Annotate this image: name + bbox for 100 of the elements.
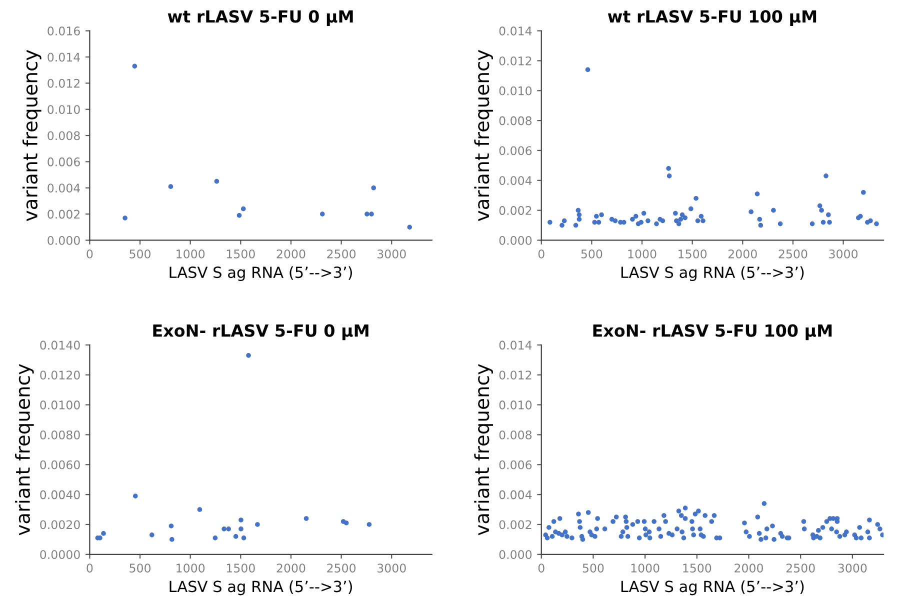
point	[826, 212, 831, 218]
x-tick-label: 1500	[226, 249, 255, 258]
y-tick-label: 0.016	[48, 26, 80, 36]
point	[320, 212, 325, 216]
x-tick-label: 3000	[838, 564, 867, 573]
point	[820, 220, 826, 225]
y-tick-label: 0.008	[48, 131, 80, 140]
x-tick-label: 0	[86, 249, 93, 258]
x-tick-label: 2000	[276, 249, 306, 258]
point	[754, 191, 760, 196]
point	[240, 206, 246, 212]
point	[817, 203, 822, 208]
x-tick-label: 500	[130, 249, 150, 258]
x-tick-label: 1000	[176, 564, 205, 573]
point	[819, 208, 824, 213]
point	[874, 221, 879, 226]
point	[612, 218, 618, 224]
y-tick-label: 0.000	[48, 236, 80, 245]
y-tick-label: 0.012	[48, 78, 80, 88]
x-tick-label: 0	[538, 564, 544, 573]
point	[585, 67, 590, 72]
y-axis-title: variant frequency	[474, 364, 493, 536]
y-tick-label: 0.014	[499, 26, 532, 36]
point	[304, 516, 309, 521]
y-tick-label: 0.0140	[40, 340, 80, 350]
x-tick-label: 3000	[377, 564, 406, 573]
point	[101, 531, 106, 536]
y-axis-title: variant frequency	[14, 364, 34, 536]
point	[592, 220, 598, 225]
x-tick-label: 1500	[683, 564, 712, 573]
point	[214, 178, 220, 184]
point	[369, 212, 374, 216]
point	[630, 216, 635, 222]
y-tick-label: 0.010	[48, 105, 80, 114]
y-tick-label: 0.010	[499, 86, 532, 96]
point	[548, 220, 552, 225]
x-tick-label: 0	[538, 249, 544, 258]
point	[641, 210, 646, 216]
point	[212, 536, 218, 540]
point	[868, 218, 873, 224]
y-tick-label: 0.006	[499, 146, 532, 156]
x-tick-label: 1000	[628, 249, 656, 258]
x-tick-label: 2000	[728, 249, 757, 258]
y-tick-label: 0.014	[48, 52, 80, 62]
point	[638, 220, 644, 225]
point	[560, 222, 564, 228]
point	[758, 222, 764, 228]
point	[676, 221, 682, 226]
point	[364, 212, 370, 216]
y-tick-label: 0.0060	[40, 460, 80, 470]
y-tick-label: 0.0000	[40, 550, 80, 560]
point	[197, 507, 202, 512]
point	[778, 221, 783, 226]
point	[366, 522, 372, 527]
x-tick-label: 500	[130, 564, 150, 573]
x-tick-label: 1000	[176, 249, 205, 258]
x-tick-label: 2500	[327, 564, 356, 573]
point	[666, 166, 671, 171]
point	[236, 212, 242, 218]
y-axis-title: variant frequency	[474, 50, 493, 222]
point	[255, 522, 260, 527]
point	[646, 218, 650, 224]
x-axis-title: LASV S ag RNA (5’-->3’)	[621, 580, 804, 596]
point	[222, 526, 226, 532]
point	[633, 214, 638, 219]
point	[168, 524, 174, 528]
x-axis-title: LASV S ag RNA (5’-->3’)	[170, 580, 352, 596]
point	[654, 221, 659, 226]
point	[132, 494, 138, 498]
point	[132, 64, 138, 69]
x-tick-label: 0	[86, 564, 93, 573]
point	[757, 216, 762, 222]
point	[170, 537, 174, 542]
point	[666, 174, 672, 178]
x-tick-label: 2500	[786, 564, 815, 573]
point	[241, 536, 246, 540]
y-tick-label: 0.002	[48, 210, 80, 219]
point	[827, 220, 832, 225]
point	[233, 534, 238, 539]
point	[695, 218, 700, 224]
y-tick-label: 0.006	[499, 460, 532, 470]
x-tick-label: 1500	[226, 564, 255, 573]
y-tick-label: 0.004	[48, 184, 80, 193]
point	[694, 196, 698, 201]
point	[680, 212, 685, 218]
point	[660, 218, 666, 224]
point	[594, 214, 599, 219]
point	[562, 218, 567, 224]
y-tick-label: 0.010	[499, 400, 532, 410]
point	[407, 224, 412, 230]
y-tick-label: 0.008	[499, 116, 532, 126]
x-tick-label: 3000	[829, 249, 858, 258]
y-tick-label: 0.000	[499, 550, 532, 560]
point	[576, 208, 581, 213]
x-tick-label: 1500	[678, 249, 707, 258]
y-tick-label: 0.002	[499, 206, 532, 215]
y-tick-label: 0.0080	[40, 430, 80, 440]
point	[678, 216, 684, 222]
point	[673, 210, 678, 216]
point	[573, 222, 578, 228]
